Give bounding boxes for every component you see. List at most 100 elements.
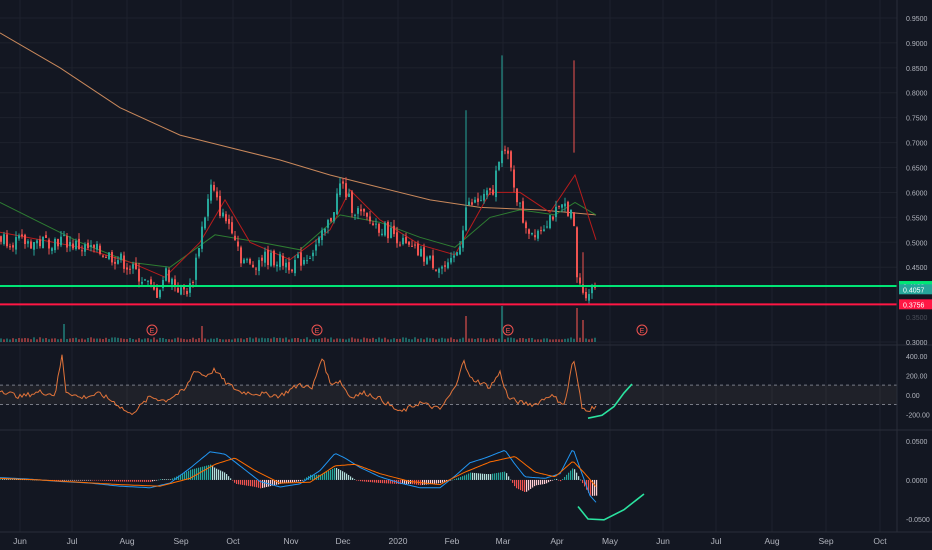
- macd-histogram-bar: [4, 479, 6, 480]
- candle-body: [561, 204, 563, 208]
- candle-body: [303, 260, 305, 265]
- macd-histogram-bar: [294, 479, 296, 483]
- macd-histogram-bar: [60, 479, 62, 481]
- macd-histogram-bar: [540, 479, 542, 485]
- macd-histogram-bar: [212, 466, 214, 480]
- volume-bar: [252, 338, 254, 342]
- candle-body: [288, 262, 290, 271]
- candle-body: [339, 183, 341, 195]
- macd-histogram-bar: [258, 479, 260, 488]
- volume-bar: [243, 339, 245, 342]
- macd-histogram-bar: [238, 479, 240, 485]
- earnings-marker[interactable]: E: [146, 324, 158, 336]
- candle-body: [408, 241, 410, 245]
- ma-fast-line: [0, 173, 597, 278]
- macd-histogram-bar: [248, 479, 250, 486]
- candle-body: [213, 185, 215, 191]
- macd-histogram-bar: [280, 479, 282, 484]
- candle-body: [567, 201, 569, 216]
- candle-body: [330, 218, 332, 222]
- volume-bar: [219, 338, 221, 342]
- volume-bar: [390, 339, 392, 342]
- macd-histogram-bar: [156, 479, 158, 481]
- volume-bar: [90, 337, 92, 342]
- macd-histogram-bar: [234, 479, 236, 483]
- macd-histogram-bar: [336, 467, 338, 480]
- macd-histogram-bar: [204, 466, 206, 480]
- candle-body: [306, 260, 308, 262]
- candle-body: [423, 247, 425, 262]
- volume-bar: [315, 339, 317, 342]
- macd-histogram-bar: [572, 468, 574, 480]
- candle-body: [261, 257, 263, 261]
- macd-histogram-bar: [478, 473, 480, 480]
- macd-histogram-bar: [538, 479, 540, 485]
- macd-histogram-bar: [226, 473, 228, 480]
- candle-body: [195, 257, 197, 280]
- candle-body: [27, 241, 29, 244]
- volume-bar: [237, 338, 239, 342]
- macd-histogram-bar: [298, 479, 300, 482]
- volume-bar: [3, 339, 5, 342]
- macd-histogram-bar: [132, 479, 134, 482]
- volume-bar: [207, 339, 209, 342]
- macd-histogram-bar: [508, 476, 510, 480]
- x-tick-label: Sep: [818, 536, 833, 546]
- cci-annotation-curve[interactable]: [587, 383, 633, 419]
- macd-pane[interactable]: [0, 449, 645, 521]
- candle-body: [441, 266, 443, 269]
- volume-bar: [528, 338, 530, 342]
- candle-body: [360, 209, 362, 212]
- earnings-marker[interactable]: E: [636, 324, 648, 336]
- macd-histogram-bar: [546, 479, 548, 484]
- volume-bar: [573, 338, 575, 342]
- volume-bar: [543, 338, 545, 342]
- earnings-marker[interactable]: E: [502, 324, 514, 336]
- candle-body: [402, 237, 404, 245]
- macd-histogram-bar: [80, 479, 82, 481]
- candle-body: [396, 232, 398, 244]
- volume-bar: [183, 338, 185, 342]
- volume-bar: [144, 338, 146, 342]
- candle-body: [291, 269, 293, 272]
- macd-histogram-bar: [256, 479, 258, 488]
- x-tick-label: Aug: [119, 536, 134, 546]
- price-tick-label: 0.9000: [906, 41, 928, 48]
- candle-body: [411, 245, 413, 247]
- volume-bar: [201, 326, 203, 342]
- macd-histogram-bar: [350, 476, 352, 480]
- earnings-marker[interactable]: E: [311, 324, 323, 336]
- macd-annotation-curve[interactable]: [577, 493, 645, 521]
- volume-bar: [348, 338, 350, 342]
- macd-histogram-bar: [126, 479, 128, 482]
- candle-body: [276, 264, 278, 267]
- volume-bar: [366, 338, 368, 342]
- cci-pane[interactable]: [0, 354, 897, 419]
- volume-bar: [405, 337, 407, 342]
- volume-bar: [564, 338, 566, 342]
- macd-histogram-bar: [454, 479, 456, 480]
- candle-body: [264, 251, 266, 263]
- volume-bar: [63, 324, 65, 342]
- volume-bar: [441, 337, 443, 342]
- candle-body: [375, 223, 377, 225]
- macd-histogram-bar: [78, 479, 80, 481]
- candle-body: [159, 290, 161, 298]
- macd-histogram-bar: [544, 479, 546, 485]
- x-tick-label: Jul: [67, 536, 78, 546]
- macd-histogram-bar: [188, 470, 190, 480]
- macd-histogram-bar: [560, 479, 562, 482]
- macd-histogram-bar: [166, 479, 168, 480]
- candle-body: [138, 268, 140, 282]
- volume-bar: [111, 337, 113, 342]
- candle-body: [483, 193, 485, 201]
- volume-bar: [60, 338, 62, 342]
- macd-histogram-bar: [486, 474, 488, 480]
- macd-histogram-bar: [382, 479, 384, 484]
- candle-body: [582, 284, 584, 293]
- macd-histogram-bar: [528, 479, 530, 491]
- macd-histogram-bar: [530, 479, 532, 489]
